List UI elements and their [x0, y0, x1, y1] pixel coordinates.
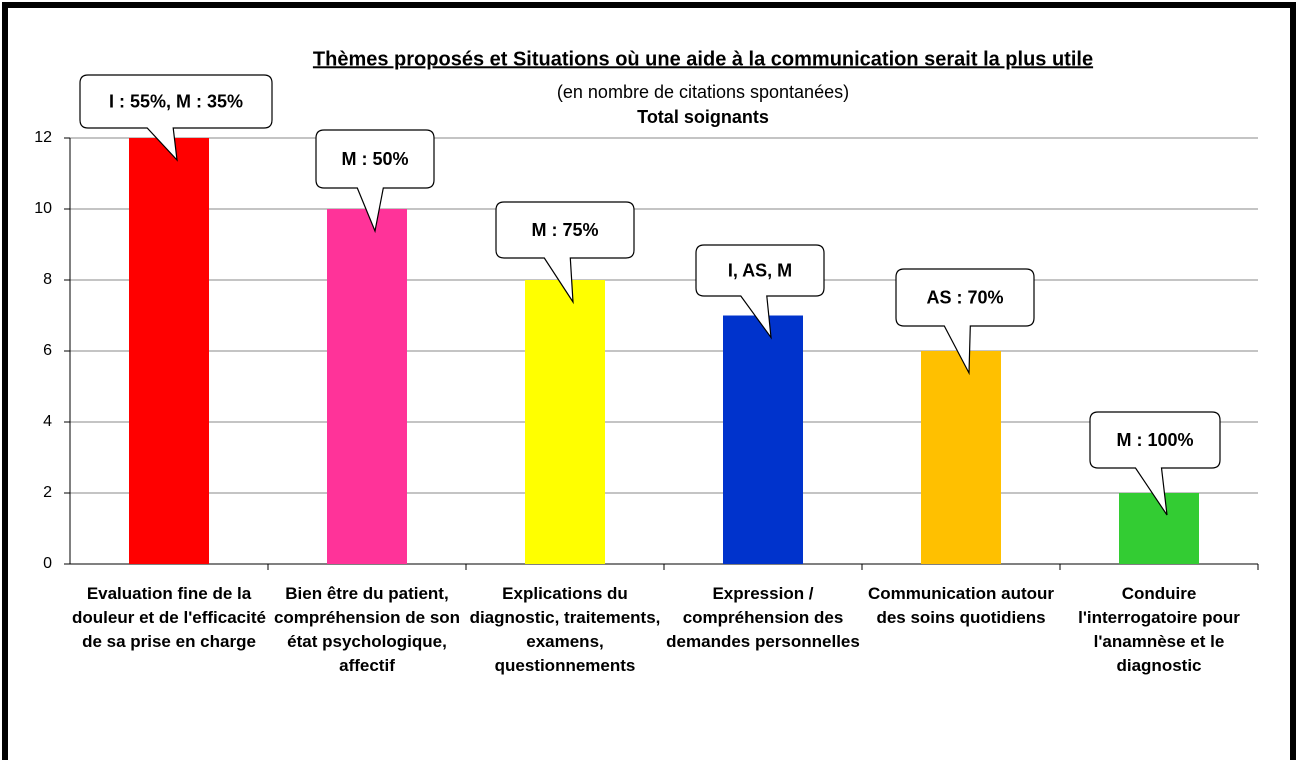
- y-tick-label: 6: [43, 342, 52, 359]
- bar: [723, 315, 803, 564]
- bar: [327, 209, 407, 564]
- x-tick-label: Communication autour des soins quotidien…: [867, 584, 1055, 627]
- x-tick-label: Evaluation fine de la douleur et de l'ef…: [72, 584, 266, 651]
- callout: [315, 129, 435, 234]
- y-tick-label: 2: [43, 484, 52, 501]
- bar: [525, 280, 605, 564]
- chart-subtitle: (en nombre de citations spontanées): [557, 82, 849, 102]
- y-tick-label: 8: [43, 271, 52, 288]
- x-tick-label: Expression / compréhension des demandes …: [666, 584, 860, 651]
- callout: [895, 268, 1035, 376]
- bar: [129, 138, 209, 564]
- bar: [921, 351, 1001, 564]
- x-tick-label: Bien être du patient, compréhension de s…: [273, 584, 461, 675]
- chart-subtitle: Total soignants: [637, 107, 769, 127]
- y-tick-label: 4: [43, 413, 52, 430]
- chart-title: Thèmes proposés et Situations où une aid…: [313, 48, 1093, 70]
- callout-label: I : 55%, M : 35%: [109, 91, 243, 111]
- callout-label: M : 100%: [1116, 430, 1193, 450]
- callout-label: M : 75%: [531, 220, 598, 240]
- x-tick-label: Conduire l'interrogatoire pour l'anamnès…: [1078, 584, 1240, 675]
- callout: [79, 74, 273, 162]
- x-tick-label: Explications du diagnostic, traitements,…: [469, 584, 661, 675]
- callout-label: I, AS, M: [728, 260, 792, 280]
- callout-label: M : 50%: [341, 149, 408, 169]
- callout: [495, 201, 635, 305]
- y-tick-label: 10: [34, 200, 52, 217]
- callout: [695, 244, 825, 340]
- callout: [1089, 411, 1221, 516]
- bar: [1119, 493, 1199, 564]
- callout-label: AS : 70%: [926, 287, 1003, 307]
- y-tick-label: 12: [34, 129, 52, 146]
- y-tick-label: 0: [43, 555, 52, 572]
